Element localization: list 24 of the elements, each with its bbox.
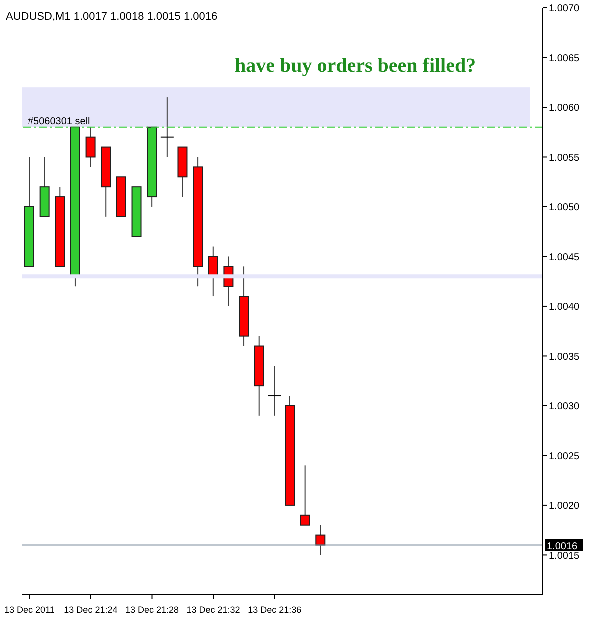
annotation: have buy orders been filled? [235,55,476,77]
ref-line-label: #5060301 sell [28,116,90,128]
y-tick-label: 1.0060 [549,103,580,114]
x-tick-label: 13 Dec 21:24 [64,605,118,615]
y-tick-label: 1.0065 [549,53,580,64]
y-tick-label: 1.0040 [549,302,580,314]
y-tick-label: 1.0015 [549,550,580,562]
y-tick-label: 1.0050 [549,202,580,214]
x-tick-label: 13 Dec 21:28 [125,605,180,615]
chart-title: AUDUSD,M1 1.0017 1.0018 1.0015 1.0016 [6,11,218,23]
y-tick-label: 1.0045 [549,252,580,264]
y-tick-label: 1.0030 [549,402,580,413]
y-tick-label: 1.0035 [549,352,580,363]
ref-line-label: 1.0016 [547,541,578,552]
x-tick-label: 13 Dec 21:32 [186,605,240,615]
y-tick-label: 1.0070 [549,4,580,15]
y-tick-label: 1.0055 [549,152,580,164]
y-tick-label: 1.0025 [549,451,580,462]
y-tick-label: 1.0020 [549,501,580,512]
x-tick-label: 13 Dec 2011 [4,605,55,615]
candlestick [316,524,326,556]
candlestick [300,465,310,526]
x-tick-label: 13 Dec 21:36 [248,605,302,615]
candlestick [86,126,96,168]
